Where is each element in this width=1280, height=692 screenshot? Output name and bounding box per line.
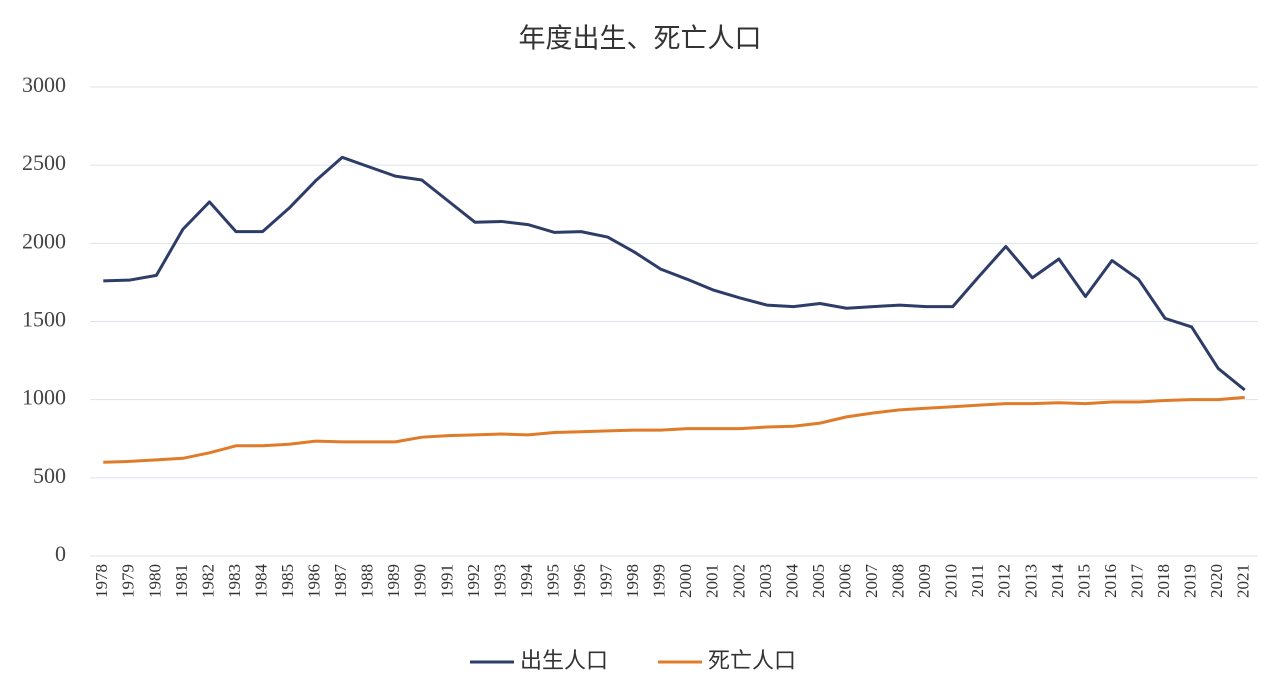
series-line <box>103 155 1246 392</box>
x-tick-label: 2002 <box>729 564 748 598</box>
x-tick-label: 2019 <box>1181 564 1200 598</box>
x-tick-label: 1994 <box>517 564 536 599</box>
x-tick-label: 1981 <box>172 564 191 598</box>
x-tick-label: 2009 <box>915 564 934 598</box>
x-tick-label: 2014 <box>1048 564 1067 599</box>
x-tick-label: 1989 <box>384 564 403 598</box>
x-tick-label: 2006 <box>835 564 854 598</box>
series-line <box>103 395 1245 464</box>
x-tick-label: 1999 <box>650 564 669 598</box>
x-tick-label: 2003 <box>756 564 775 598</box>
x-tick-label: 1985 <box>278 564 297 598</box>
x-tick-label: 1986 <box>305 564 324 598</box>
x-tick-label: 2000 <box>676 564 695 598</box>
x-tick-label: 1978 <box>92 564 111 598</box>
x-tick-label: 2021 <box>1234 564 1253 598</box>
x-tick-label: 2013 <box>1021 564 1040 598</box>
x-tick-label: 1988 <box>358 564 377 598</box>
x-tick-label: 1992 <box>464 564 483 598</box>
x-tick-label: 2016 <box>1101 564 1120 598</box>
y-tick-label: 1500 <box>22 307 66 332</box>
x-tick-label: 2010 <box>942 564 961 598</box>
x-tick-label: 1993 <box>490 564 509 598</box>
y-tick-label: 2000 <box>22 228 66 253</box>
x-tick-label: 1995 <box>543 564 562 598</box>
x-tick-label: 1990 <box>411 564 430 598</box>
x-tick-label: 1983 <box>225 564 244 598</box>
chart-title: 年度出生、死亡人口 <box>519 24 762 55</box>
x-tick-label: 1997 <box>597 564 616 599</box>
legend-label: 出生人口 <box>520 649 608 674</box>
x-tick-label: 2011 <box>968 564 987 597</box>
x-tick-label: 2012 <box>995 564 1014 598</box>
x-tick-label: 2008 <box>889 564 908 598</box>
y-tick-label: 3000 <box>22 72 66 97</box>
x-tick-label: 2004 <box>782 564 801 599</box>
y-tick-label: 2500 <box>22 150 66 175</box>
legend-label: 死亡人口 <box>708 649 796 674</box>
y-tick-label: 500 <box>33 463 66 488</box>
x-tick-label: 1984 <box>251 564 270 599</box>
x-tick-label: 1996 <box>570 564 589 598</box>
x-tick-label: 1987 <box>331 564 350 599</box>
x-tick-label: 2007 <box>862 564 881 599</box>
x-tick-label: 2001 <box>703 564 722 598</box>
y-tick-label: 0 <box>55 541 66 566</box>
x-tick-label: 2020 <box>1207 564 1226 598</box>
x-tick-label: 1979 <box>119 564 138 598</box>
x-tick-label: 2018 <box>1154 564 1173 598</box>
x-tick-label: 2015 <box>1074 564 1093 598</box>
x-tick-label: 2017 <box>1127 564 1146 599</box>
y-tick-label: 1000 <box>22 385 66 410</box>
x-tick-label: 1991 <box>437 564 456 598</box>
x-tick-label: 1982 <box>198 564 217 598</box>
x-tick-label: 2005 <box>809 564 828 598</box>
x-tick-label: 1980 <box>145 564 164 598</box>
x-tick-label: 1998 <box>623 564 642 598</box>
